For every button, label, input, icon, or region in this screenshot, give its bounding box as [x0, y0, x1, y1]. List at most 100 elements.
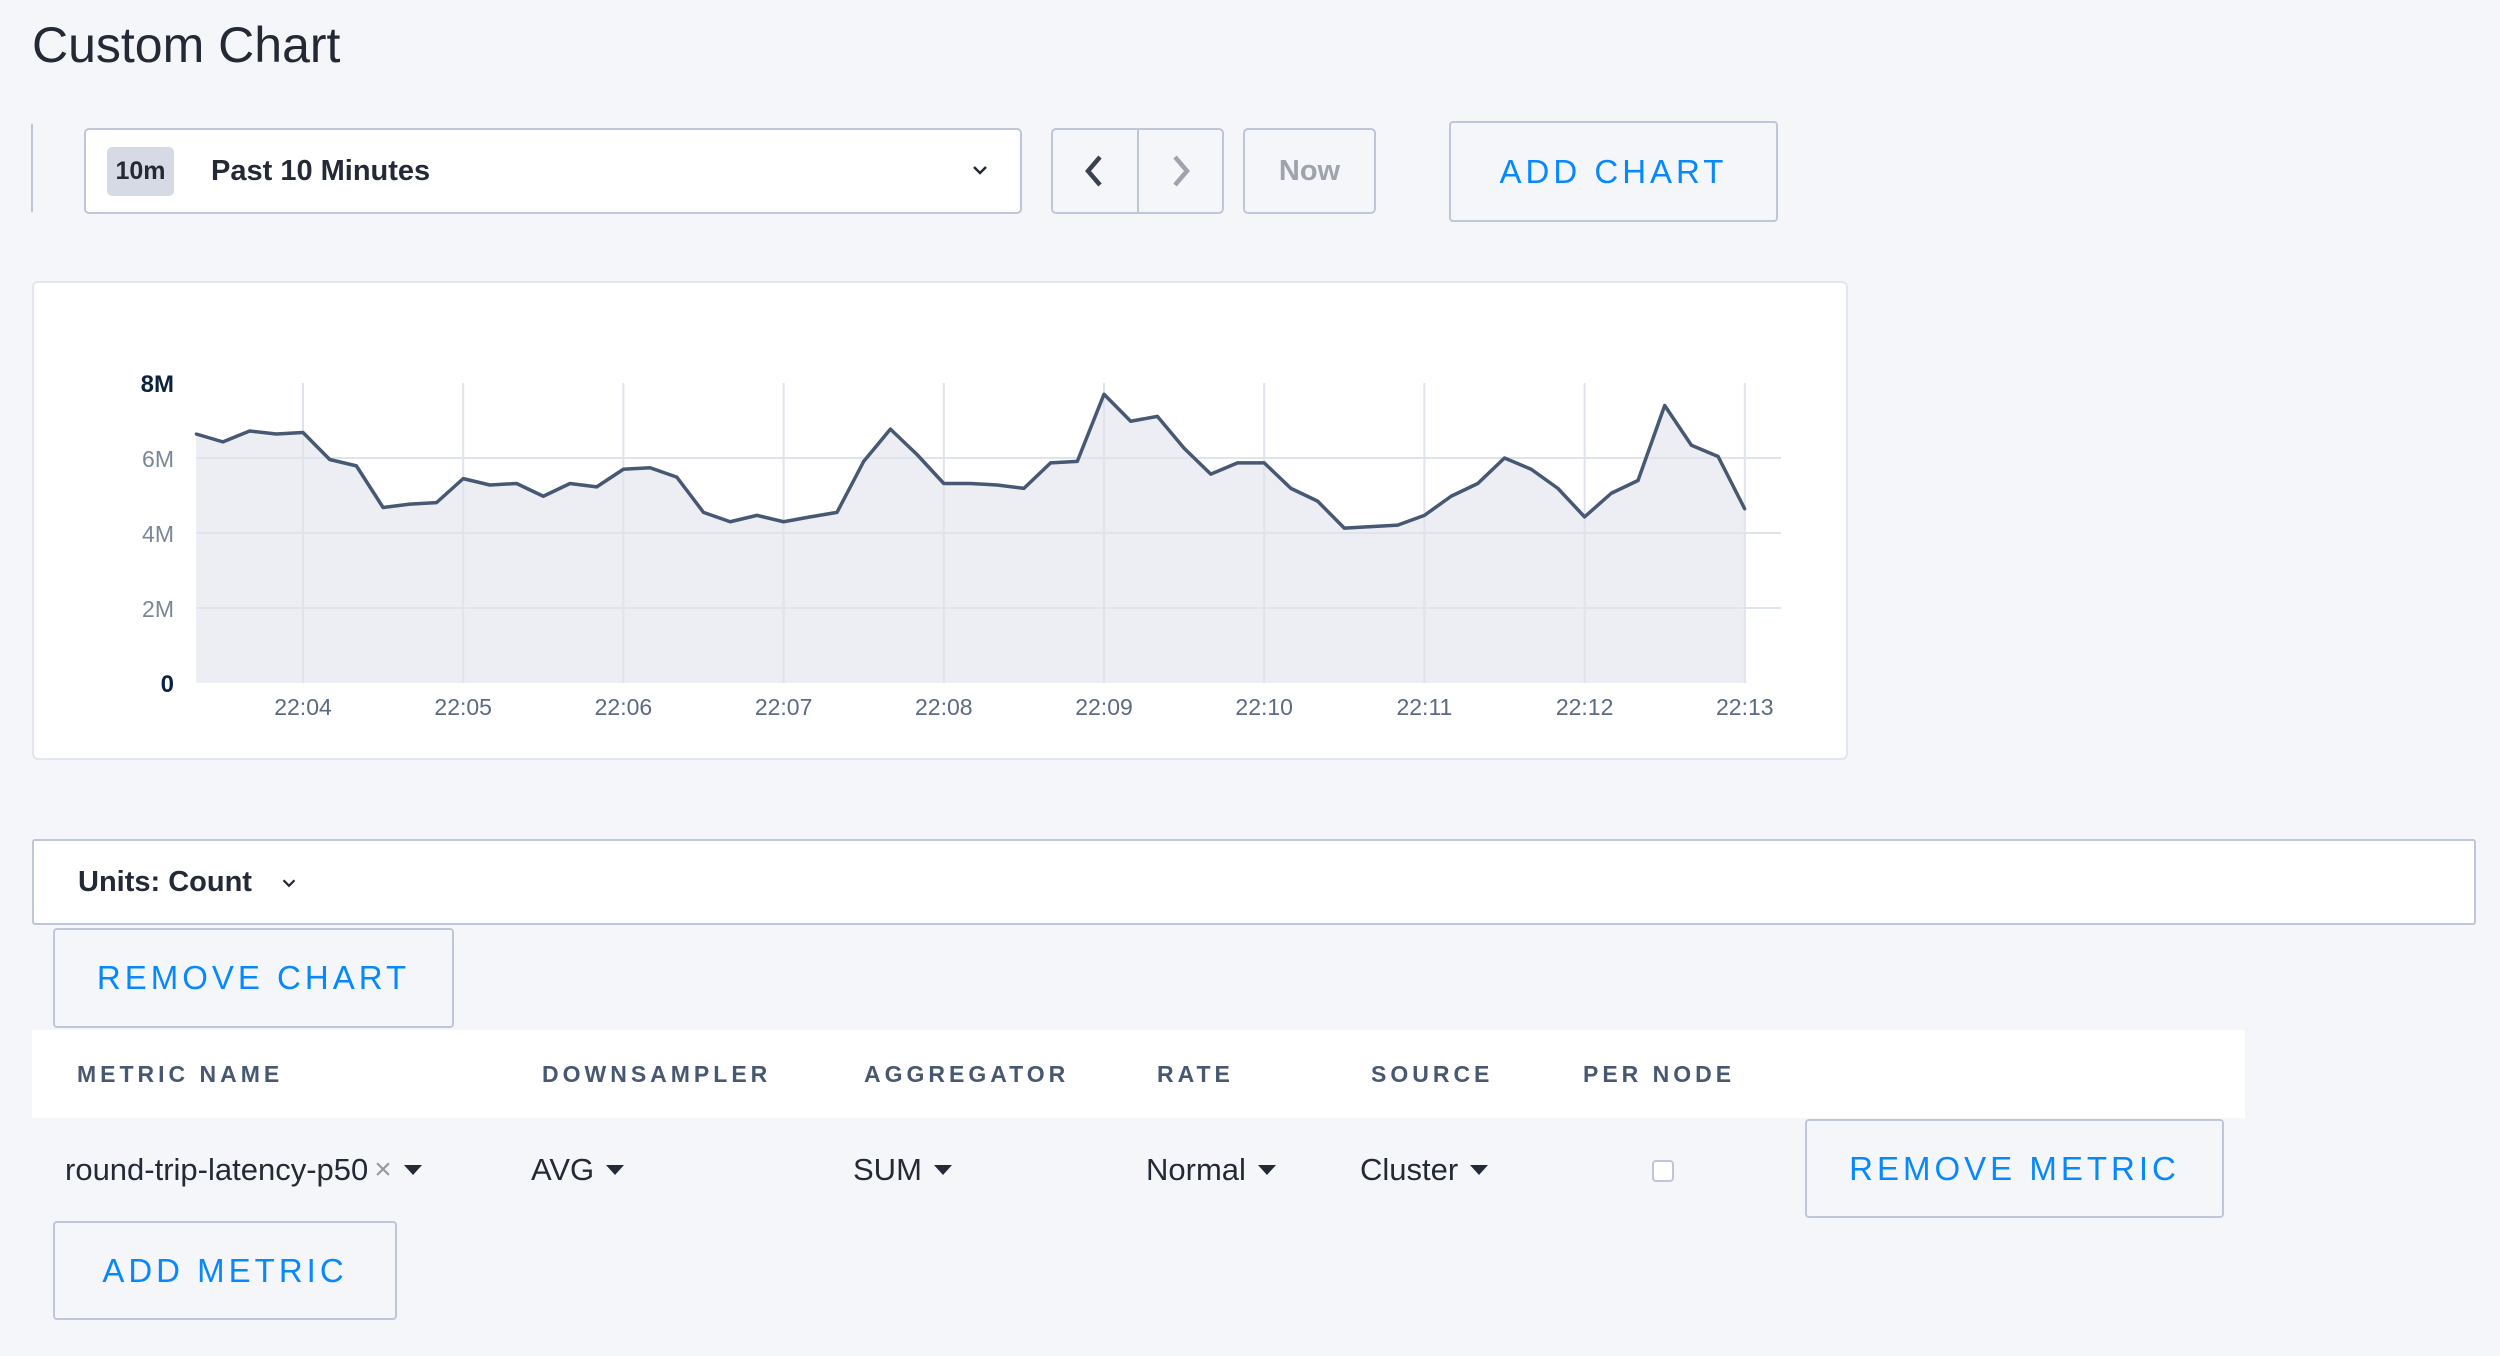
- x-tick-label: 22:11: [1396, 694, 1452, 720]
- data-point: [808, 515, 812, 519]
- source-select[interactable]: Cluster: [1360, 1146, 1489, 1194]
- data-point: [1396, 523, 1400, 527]
- data-point: [248, 429, 252, 433]
- downsampler-value: AVG: [531, 1152, 595, 1187]
- rate-value: Normal: [1146, 1152, 1246, 1187]
- x-tick-label: 22:04: [274, 694, 332, 720]
- x-tick-label: 22:07: [755, 694, 813, 720]
- remove-metric-button[interactable]: REMOVE METRIC: [1805, 1119, 2224, 1218]
- metric-name-select[interactable]: round-trip-latency-p50 ×: [65, 1146, 422, 1194]
- data-point: [328, 458, 332, 461]
- data-point: [1342, 526, 1346, 530]
- data-point: [1102, 392, 1106, 396]
- data-point: [461, 477, 465, 481]
- data-point: [1449, 494, 1453, 498]
- x-tick-label: 22:10: [1235, 694, 1293, 720]
- data-point: [1182, 446, 1186, 450]
- time-range-label: Past 10 Minutes: [211, 155, 431, 187]
- data-point: [488, 483, 492, 487]
- data-point: [274, 432, 278, 436]
- data-point: [1716, 455, 1720, 458]
- data-point: [888, 427, 892, 431]
- data-point: [675, 475, 679, 479]
- header-rate: RATE: [1157, 1061, 1234, 1087]
- header-downsampler: DOWNSAMPLER: [542, 1061, 772, 1087]
- data-point: [301, 431, 305, 434]
- data-point: [1476, 482, 1480, 485]
- x-tick-label: 22:09: [1075, 694, 1133, 720]
- data-point: [1689, 443, 1693, 447]
- data-point: [1209, 472, 1213, 476]
- metric-name-value: round-trip-latency-p50: [65, 1152, 369, 1187]
- y-tick-label: 6M: [142, 446, 174, 472]
- data-point: [1022, 486, 1026, 490]
- per-node-checkbox[interactable]: [1652, 1160, 1674, 1182]
- data-point: [595, 485, 599, 489]
- units-value: Units: Count: [78, 866, 252, 898]
- y-tick-label: 0: [161, 671, 174, 698]
- x-tick-label: 22:12: [1556, 694, 1614, 720]
- chart-card: 0 2M 4M 6M 8M 22:04 22:05 22:06 22:07 22:08 22:09 2…: [32, 281, 1848, 760]
- header-aggregator: AGGREGATOR: [864, 1061, 1070, 1087]
- next-button[interactable]: [1136, 130, 1223, 212]
- units-dropdown[interactable]: Units: Count: [32, 839, 2476, 925]
- data-point: [915, 453, 919, 457]
- data-point: [1262, 461, 1266, 465]
- data-point: [995, 483, 999, 487]
- divider: [31, 124, 33, 212]
- x-tick-label: 22:05: [434, 694, 492, 720]
- time-nav-group: [1051, 128, 1224, 214]
- data-point: [755, 513, 759, 517]
- data-point: [1743, 507, 1747, 511]
- data-point: [621, 467, 625, 471]
- data-point: [1529, 467, 1533, 471]
- data-point: [1422, 513, 1426, 517]
- clear-icon[interactable]: ×: [374, 1153, 392, 1186]
- data-point: [1236, 461, 1239, 465]
- remove-chart-button[interactable]: REMOVE CHART: [53, 928, 454, 1028]
- data-point: [835, 510, 839, 514]
- line-chart: 0 2M 4M 6M 8M 22:04 22:05 22:06 22:07 22:08 22:09 2…: [141, 371, 1781, 720]
- data-point: [1075, 459, 1079, 463]
- area-fill: [196, 394, 1745, 683]
- metrics-table-header: METRIC NAME DOWNSAMPLER AGGREGATOR RATE …: [32, 1030, 2245, 1118]
- page-title: Custom Chart: [32, 17, 341, 73]
- data-point: [1583, 515, 1587, 519]
- y-tick-label: 4M: [142, 521, 174, 547]
- data-point: [648, 466, 652, 470]
- now-button[interactable]: Now: [1243, 128, 1376, 214]
- data-point: [221, 440, 225, 444]
- data-point: [1556, 486, 1560, 490]
- add-chart-button[interactable]: ADD CHART: [1449, 121, 1778, 222]
- x-tick-label: 22:13: [1716, 694, 1774, 720]
- data-point: [728, 520, 732, 524]
- add-metric-button[interactable]: ADD METRIC: [53, 1221, 397, 1320]
- x-tick-label: 22:08: [915, 694, 973, 720]
- data-point: [1609, 491, 1613, 495]
- caret-down-icon: [606, 1165, 625, 1175]
- data-point: [702, 510, 705, 514]
- x-tick-label: 22:06: [595, 694, 653, 720]
- caret-down-icon: [1470, 1165, 1489, 1175]
- data-point: [568, 482, 572, 485]
- caret-down-icon: [933, 1165, 952, 1175]
- previous-button[interactable]: [1053, 130, 1137, 212]
- time-range-dropdown[interactable]: 10m Past 10 Minutes: [84, 128, 1022, 214]
- y-tick-label: 8M: [141, 371, 174, 398]
- rate-select[interactable]: Normal: [1146, 1146, 1276, 1194]
- data-point: [942, 482, 946, 485]
- downsampler-select[interactable]: AVG: [531, 1146, 625, 1194]
- data-point: [862, 459, 866, 463]
- chevron-down-icon: [282, 879, 296, 888]
- data-point: [354, 464, 358, 468]
- aggregator-select[interactable]: SUM: [853, 1146, 952, 1194]
- data-point: [1129, 419, 1133, 423]
- data-point: [1289, 486, 1293, 490]
- data-point: [782, 520, 786, 524]
- data-point: [1316, 499, 1320, 503]
- data-point: [1503, 456, 1506, 460]
- y-tick-label: 2M: [142, 596, 174, 622]
- time-range-badge: 10m: [107, 147, 174, 196]
- chevron-left-icon: [1084, 155, 1102, 187]
- data-point: [408, 502, 412, 506]
